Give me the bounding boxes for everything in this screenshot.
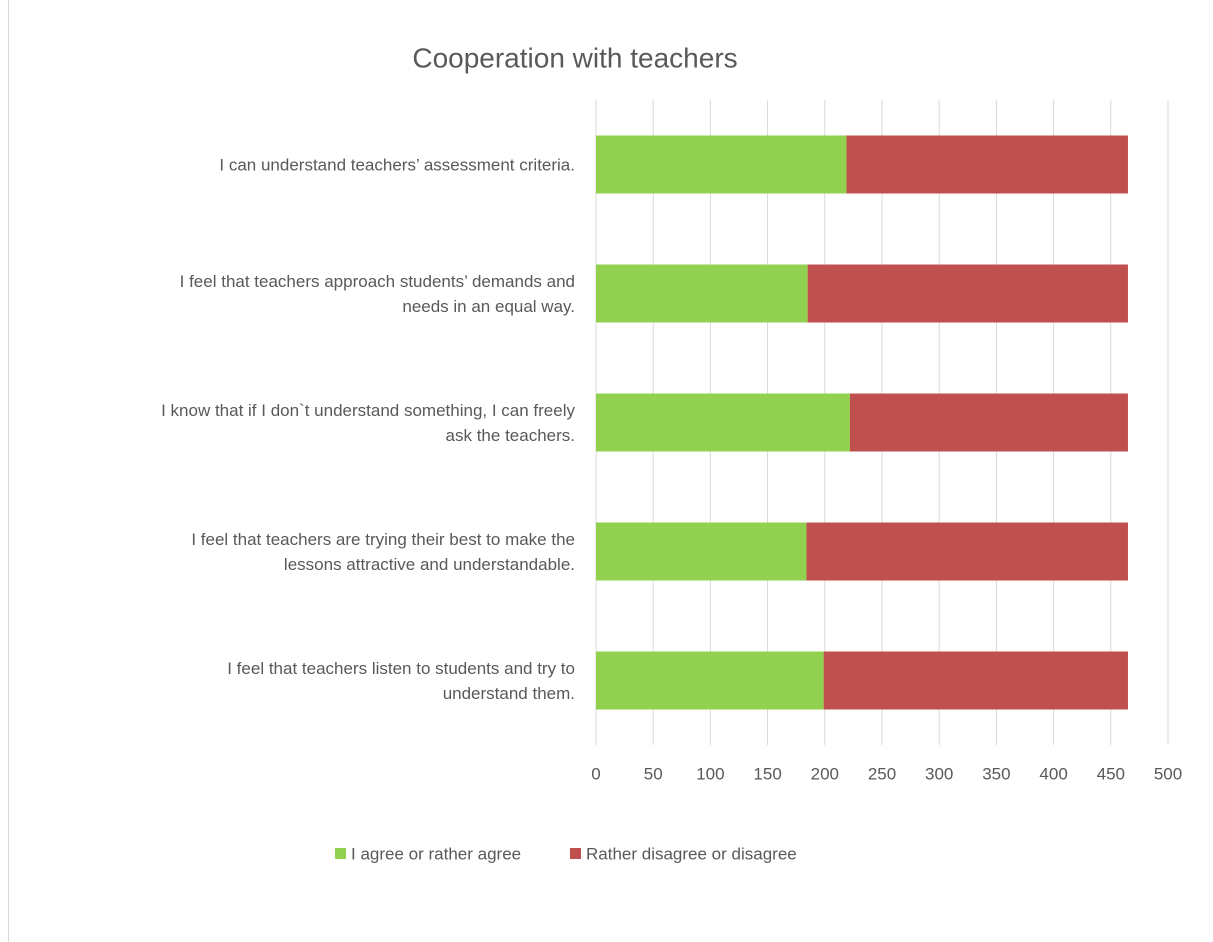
bar-segment <box>596 651 824 710</box>
x-tick-label: 100 <box>696 764 724 783</box>
chart-frame <box>8 0 9 942</box>
y-tick-label: I feel that teachers approach students’ … <box>179 271 575 316</box>
y-tick-label: I feel that teachers listen to students … <box>227 658 575 703</box>
bar-segment <box>807 264 1128 323</box>
bar-segment <box>596 264 808 323</box>
x-tick-label: 400 <box>1039 764 1067 783</box>
bar-segment <box>596 135 847 194</box>
bar-segment <box>806 522 1128 581</box>
x-tick-label: 450 <box>1097 764 1125 783</box>
x-tick-label: 500 <box>1154 764 1182 783</box>
x-tick-label: 50 <box>644 764 663 783</box>
y-tick-label: I know that if I don`t understand someth… <box>161 400 575 445</box>
x-tick-label: 200 <box>811 764 839 783</box>
bar-segment <box>823 651 1128 710</box>
legend-swatch <box>570 848 581 859</box>
bar-segment <box>846 135 1128 194</box>
x-tick-label: 250 <box>868 764 896 783</box>
y-tick-label: I feel that teachers are trying their be… <box>191 529 575 574</box>
x-tick-label: 150 <box>753 764 781 783</box>
bar-segment <box>596 522 807 581</box>
legend-label: Rather disagree or disagree <box>586 844 797 863</box>
chart-title: Cooperation with teachers <box>412 42 737 73</box>
legend-swatch <box>335 848 346 859</box>
x-tick-label: 300 <box>925 764 953 783</box>
legend-label: I agree or rather agree <box>351 844 521 863</box>
bar-segment <box>849 393 1128 452</box>
x-tick-label: 350 <box>982 764 1010 783</box>
bar-segment <box>596 393 850 452</box>
y-tick-label: I can understand teachers’ assessment cr… <box>219 155 575 174</box>
x-tick-label: 0 <box>591 764 600 783</box>
